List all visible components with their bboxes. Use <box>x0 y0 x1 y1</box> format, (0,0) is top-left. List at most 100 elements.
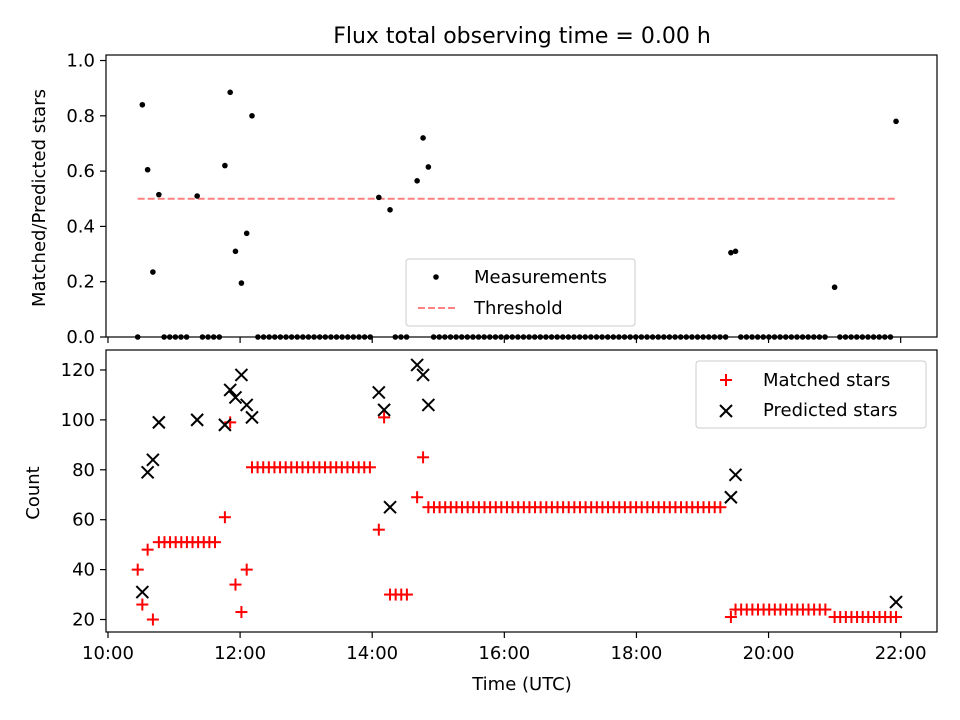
predicted-star-point <box>234 368 249 382</box>
measurement-point <box>249 113 255 119</box>
legend-measurements-marker <box>433 274 439 280</box>
measurement-point <box>144 166 151 173</box>
matched-star-point <box>141 543 154 556</box>
x-stroke-b <box>152 415 166 430</box>
top-legend: Measurements Threshold <box>405 258 636 327</box>
x-stroke-b <box>728 468 743 482</box>
matched-star-point <box>218 511 231 524</box>
measurement-point <box>156 191 162 198</box>
measurement-point <box>238 280 245 286</box>
top-y-axis-label: Matched/Predicted stars <box>29 89 50 307</box>
predicted-star-point <box>724 490 738 504</box>
x-stroke-b <box>377 403 391 417</box>
bottom-ytick-label: 80 <box>72 460 95 481</box>
legend-predicted-marker <box>719 404 733 418</box>
measurement-point <box>732 248 739 255</box>
predicted-star-point <box>245 410 259 425</box>
legend-matched-marker <box>720 374 732 386</box>
matched-star-point <box>417 451 430 464</box>
x-stroke-b <box>135 585 150 599</box>
measurement-point <box>728 249 734 256</box>
top-ytick-label: 0.2 <box>66 272 95 293</box>
matched-star-point <box>400 588 413 601</box>
measurement-point <box>420 135 426 141</box>
legend-measurements-label: Measurements <box>474 267 607 288</box>
matched-star-point <box>136 598 149 611</box>
measurement-point <box>414 177 420 184</box>
measurement-point <box>831 284 838 291</box>
measurement-point <box>222 162 228 169</box>
top-ytick-label: 0.4 <box>66 216 95 237</box>
bottom-xtick-label: 22:00 <box>875 643 927 664</box>
predicted-star-point <box>372 385 386 400</box>
x-stroke-b <box>372 385 386 400</box>
top-ytick-label: 0.6 <box>66 161 95 182</box>
bottom-panel <box>131 358 903 626</box>
measurement-point <box>194 193 200 199</box>
bottom-ytick-label: 60 <box>72 510 95 531</box>
predicted-star-point <box>383 500 397 514</box>
predicted-star-point <box>239 398 254 412</box>
x-stroke-b <box>245 410 259 425</box>
x-stroke-b <box>724 490 738 504</box>
matched-star-point <box>884 611 897 624</box>
measurement-point <box>387 207 393 213</box>
bottom-ytick-label: 40 <box>72 560 95 581</box>
x-stroke-b <box>146 453 160 467</box>
legend-predicted-label: Predicted stars <box>763 400 897 421</box>
matched-star-point <box>411 491 424 504</box>
x-stroke-b <box>140 465 155 479</box>
matched-star-point <box>819 603 832 616</box>
bottom-xtick-label: 16:00 <box>478 643 530 664</box>
predicted-star-point <box>728 468 743 482</box>
bottom-xtick-label: 12:00 <box>214 643 266 664</box>
top-legend-box <box>405 258 636 327</box>
predicted-star-point <box>135 585 150 599</box>
matched-star-point <box>240 563 253 576</box>
matched-star-point <box>378 411 391 424</box>
x-stroke-b <box>234 368 249 382</box>
predicted-star-point <box>410 358 424 372</box>
predicted-star-point <box>218 418 232 432</box>
predicted-star-point <box>416 368 430 382</box>
measurement-point <box>893 118 899 125</box>
x-stroke-b <box>889 595 903 609</box>
bottom-xtick-label: 20:00 <box>743 643 795 664</box>
top-ytick-label: 0.0 <box>66 327 95 348</box>
bottom-legend: Matched stars Predicted stars <box>695 360 927 429</box>
x-stroke-b <box>218 418 232 432</box>
predicted-star-point <box>377 403 391 417</box>
measurement-point <box>227 89 233 96</box>
matched-star-point <box>714 501 727 514</box>
measurement-point <box>376 194 382 201</box>
legend-threshold-label: Threshold <box>473 298 563 319</box>
matched-star-point <box>146 613 159 626</box>
x-stroke-b <box>190 413 204 427</box>
top-ytick-label: 1.0 <box>66 51 95 72</box>
x-stroke-b <box>228 390 243 405</box>
predicted-star-point <box>889 595 903 609</box>
bottom-xtick-label: 10:00 <box>82 643 134 664</box>
predicted-star-point <box>146 453 160 467</box>
x-axis-label: Time (UTC) <box>471 674 572 695</box>
measurement-point <box>232 248 239 255</box>
bottom-y-axis-label: Count <box>23 466 44 519</box>
matched-star-point <box>363 461 376 474</box>
predicted-star-point <box>421 398 436 412</box>
predicted-star-point <box>190 413 204 427</box>
x-stroke-b <box>239 398 254 412</box>
predicted-star-point <box>223 383 237 397</box>
bottom-legend-box <box>695 360 927 429</box>
x-stroke-b <box>416 368 430 382</box>
matched-star-point <box>372 523 385 536</box>
matched-star-point <box>724 611 737 624</box>
predicted-star-point <box>140 465 155 479</box>
chart-title: Flux total observing time = 0.00 h <box>333 24 711 49</box>
measurement-point <box>425 164 432 170</box>
predicted-star-point <box>152 415 166 430</box>
measurement-point <box>139 101 146 108</box>
x-stroke-b <box>383 500 397 514</box>
bottom-xtick-label: 18:00 <box>611 643 663 664</box>
x-stroke-b <box>421 398 436 412</box>
